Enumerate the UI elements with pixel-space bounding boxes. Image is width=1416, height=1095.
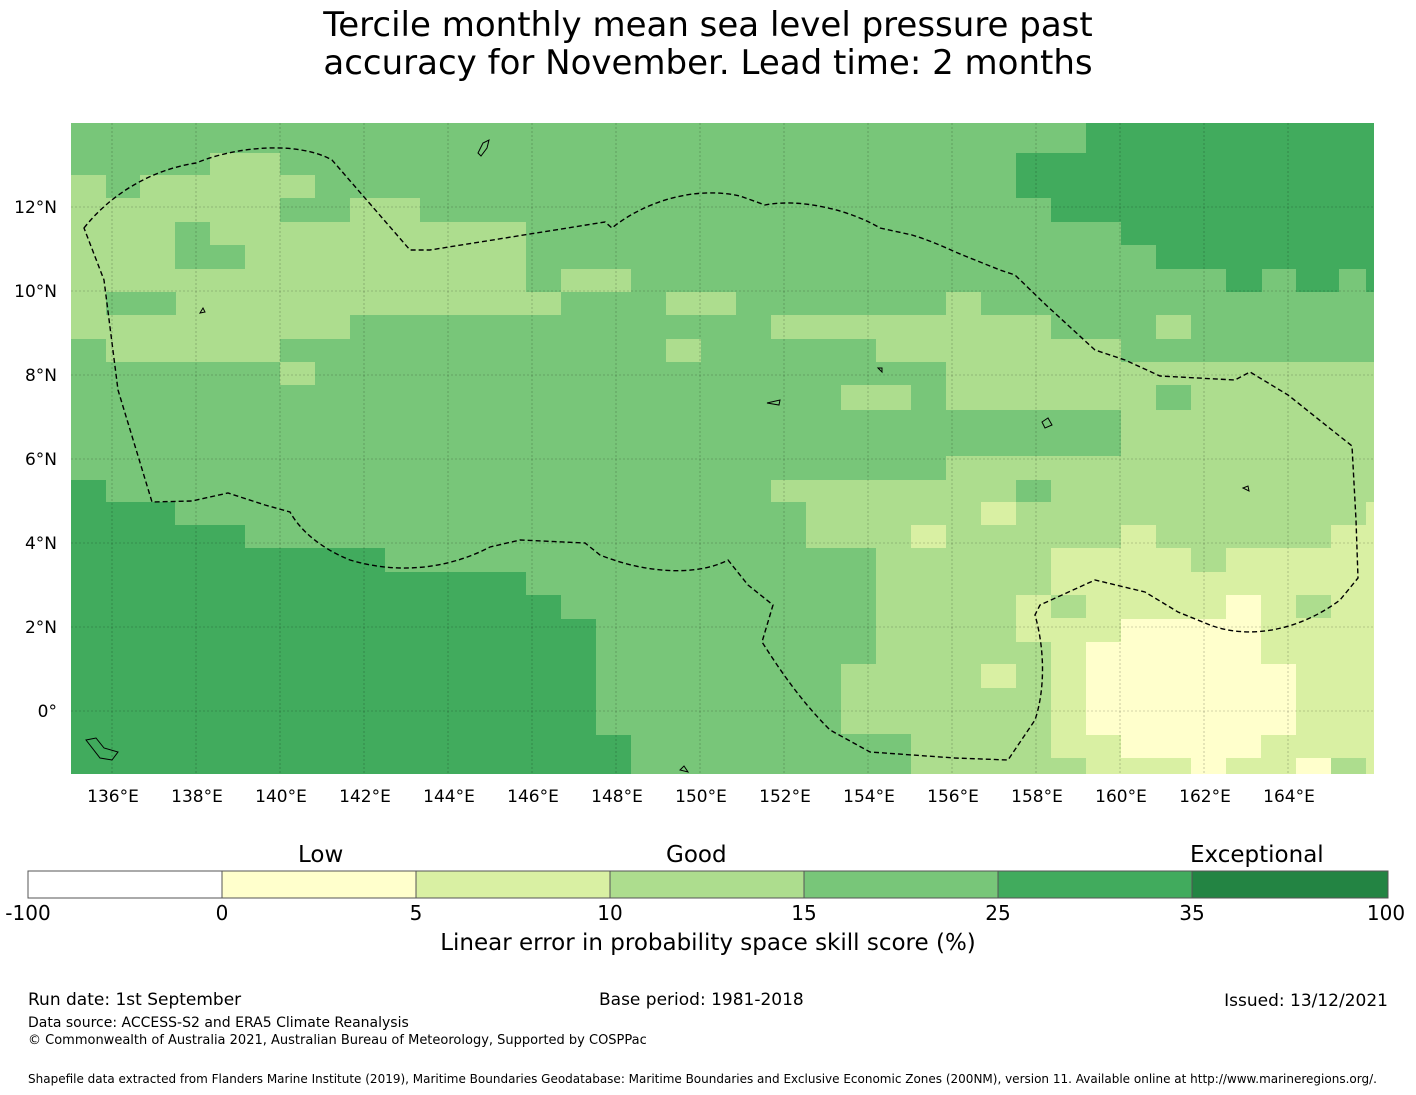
cell-high [1227, 269, 1262, 292]
cell-moderate [841, 385, 911, 410]
cell-moderate [561, 269, 631, 292]
lon-label: 146°E [507, 787, 559, 807]
lon-label: 152°E [759, 787, 811, 807]
data-source: Data source: ACCESS-S2 and ERA5 Climate … [28, 1015, 409, 1031]
lon-label: 162°E [1179, 787, 1231, 807]
lon-label: 158°E [1011, 787, 1063, 807]
lat-label: 2°N [25, 618, 57, 638]
islands [85, 139, 1250, 773]
lat-label: 6°N [25, 450, 57, 470]
eez-boundary [83, 147, 1359, 761]
cell-moderate [666, 292, 736, 315]
region-moderate-northwest [71, 153, 561, 362]
colorbar-segment [415, 870, 611, 899]
lat-label: 4°N [25, 534, 57, 554]
lon-label: 138°E [171, 787, 223, 807]
issued-date: Issued: 13/12/2021 [1224, 991, 1388, 1011]
colorbar-segment [609, 870, 805, 899]
cell-moderate [1191, 548, 1226, 572]
cell-moderate [841, 664, 911, 734]
lat-label: 0° [38, 702, 57, 722]
region-high-northeast [1016, 123, 1374, 292]
cell-moderate [1156, 315, 1191, 339]
cell-moderate [1331, 758, 1366, 774]
lat-label: 12°N [14, 198, 57, 218]
colorbar-title: Linear error in probability space skill … [440, 930, 976, 956]
colorbar [27, 870, 1389, 899]
colorbar-tick: 5 [410, 901, 423, 925]
lat-label: 10°N [14, 282, 57, 302]
colorbar-segment [221, 870, 417, 899]
lon-label: 140°E [255, 787, 307, 807]
cell-moderate [666, 339, 701, 362]
shapefile-credit: Shapefile data extracted from Flanders M… [28, 1072, 1377, 1086]
cell-high [1296, 269, 1331, 292]
cell-good [210, 245, 245, 269]
colorbar-label-low: Low [298, 842, 344, 868]
copyright: © Commonwealth of Australia 2021, Austra… [28, 1033, 647, 1048]
colorbar-tick: 100 [1367, 901, 1405, 925]
title-line-1: Tercile monthly mean sea level pressure … [323, 5, 1093, 45]
lon-label: 148°E [591, 787, 643, 807]
colorbar-tick: 10 [597, 901, 622, 925]
graticule [71, 123, 1374, 774]
cell-good [1156, 385, 1191, 410]
cell-fair [911, 525, 946, 548]
lon-label: 142°E [339, 787, 391, 807]
island [876, 367, 883, 374]
lon-label: 136°E [87, 787, 139, 807]
cell-good [106, 292, 176, 315]
island [1041, 417, 1053, 429]
island [679, 765, 690, 773]
title-line-2: accuracy for November. Lead time: 2 mont… [323, 43, 1093, 83]
cell-good [1016, 410, 1121, 456]
island [1241, 485, 1250, 492]
lon-label: 154°E [843, 787, 895, 807]
colorbar-tick: 25 [985, 901, 1010, 925]
lon-label: 156°E [927, 787, 979, 807]
colorbar-tick: -100 [5, 901, 50, 925]
island [85, 737, 119, 761]
island [198, 306, 206, 314]
region-low [1086, 619, 1296, 774]
base-period: Base period: 1981-2018 [599, 990, 804, 1010]
lon-label: 160°E [1095, 787, 1147, 807]
cell-low [1226, 595, 1261, 619]
cell-moderate [1296, 595, 1331, 618]
colorbar-tick: 35 [1179, 901, 1204, 925]
cell-fair [981, 502, 1016, 525]
lat-label: 8°N [25, 366, 57, 386]
cell-good [175, 222, 210, 269]
run-date: Run date: 1st September [28, 990, 242, 1010]
cell-low [1296, 758, 1331, 774]
cell-good [1016, 480, 1051, 502]
lon-label: 144°E [423, 787, 475, 807]
region-high-southwest [71, 480, 631, 774]
cell-good [280, 198, 350, 222]
cell-good [911, 410, 946, 433]
island [766, 399, 781, 406]
skill-field [71, 123, 1374, 774]
cell-moderate [280, 362, 315, 385]
cell-moderate [1051, 595, 1086, 618]
colorbar-label-exceptional: Exceptional [1190, 842, 1324, 868]
cell-fair [981, 664, 1016, 688]
colorbar-label-good: Good [666, 842, 727, 868]
colorbar-tick: 0 [216, 901, 229, 925]
lon-label: 150°E [675, 787, 727, 807]
colorbar-segment [27, 870, 223, 899]
colorbar-tick: 15 [791, 901, 816, 925]
colorbar-segment [997, 870, 1193, 899]
chart-title: Tercile monthly mean sea level pressure … [0, 6, 1416, 82]
colorbar-segment [803, 870, 999, 899]
island [477, 139, 490, 157]
colorbar-segment [1191, 870, 1389, 899]
lon-label: 164°E [1263, 787, 1315, 807]
